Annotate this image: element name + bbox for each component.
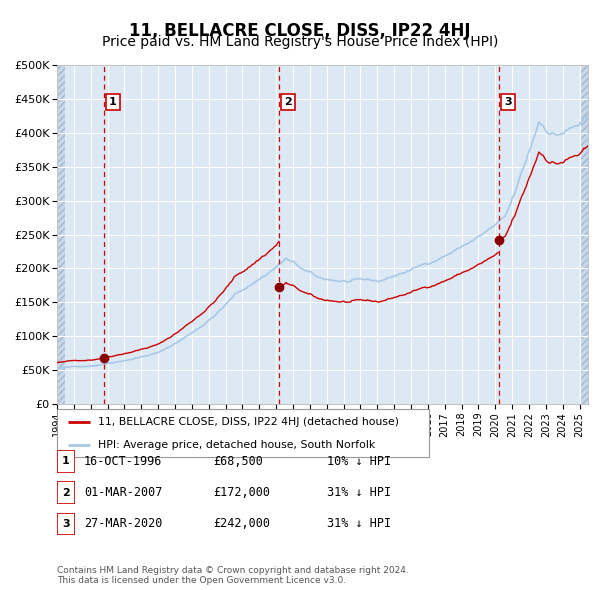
Text: 2: 2 xyxy=(62,488,70,497)
Text: 1: 1 xyxy=(62,457,70,466)
Text: 31% ↓ HPI: 31% ↓ HPI xyxy=(327,486,391,499)
Text: 3: 3 xyxy=(504,97,512,107)
FancyBboxPatch shape xyxy=(57,481,75,504)
Text: £172,000: £172,000 xyxy=(213,486,270,499)
Text: 11, BELLACRE CLOSE, DISS, IP22 4HJ: 11, BELLACRE CLOSE, DISS, IP22 4HJ xyxy=(129,22,471,40)
Text: 16-OCT-1996: 16-OCT-1996 xyxy=(84,455,163,468)
Text: 01-MAR-2007: 01-MAR-2007 xyxy=(84,486,163,499)
Text: 27-MAR-2020: 27-MAR-2020 xyxy=(84,517,163,530)
FancyBboxPatch shape xyxy=(57,513,75,535)
Bar xyxy=(57,65,65,404)
Text: 1: 1 xyxy=(109,97,117,107)
Text: £68,500: £68,500 xyxy=(213,455,263,468)
Text: 31% ↓ HPI: 31% ↓ HPI xyxy=(327,517,391,530)
Text: Price paid vs. HM Land Registry's House Price Index (HPI): Price paid vs. HM Land Registry's House … xyxy=(102,35,498,50)
FancyBboxPatch shape xyxy=(57,409,429,457)
Text: Contains HM Land Registry data © Crown copyright and database right 2024.
This d: Contains HM Land Registry data © Crown c… xyxy=(57,566,409,585)
Text: 3: 3 xyxy=(62,519,70,529)
Text: HPI: Average price, detached house, South Norfolk: HPI: Average price, detached house, Sout… xyxy=(98,440,375,450)
Text: 2: 2 xyxy=(284,97,292,107)
Text: £242,000: £242,000 xyxy=(213,517,270,530)
Bar xyxy=(580,65,588,404)
Text: 10% ↓ HPI: 10% ↓ HPI xyxy=(327,455,391,468)
FancyBboxPatch shape xyxy=(57,450,75,473)
Text: 11, BELLACRE CLOSE, DISS, IP22 4HJ (detached house): 11, BELLACRE CLOSE, DISS, IP22 4HJ (deta… xyxy=(98,417,399,427)
